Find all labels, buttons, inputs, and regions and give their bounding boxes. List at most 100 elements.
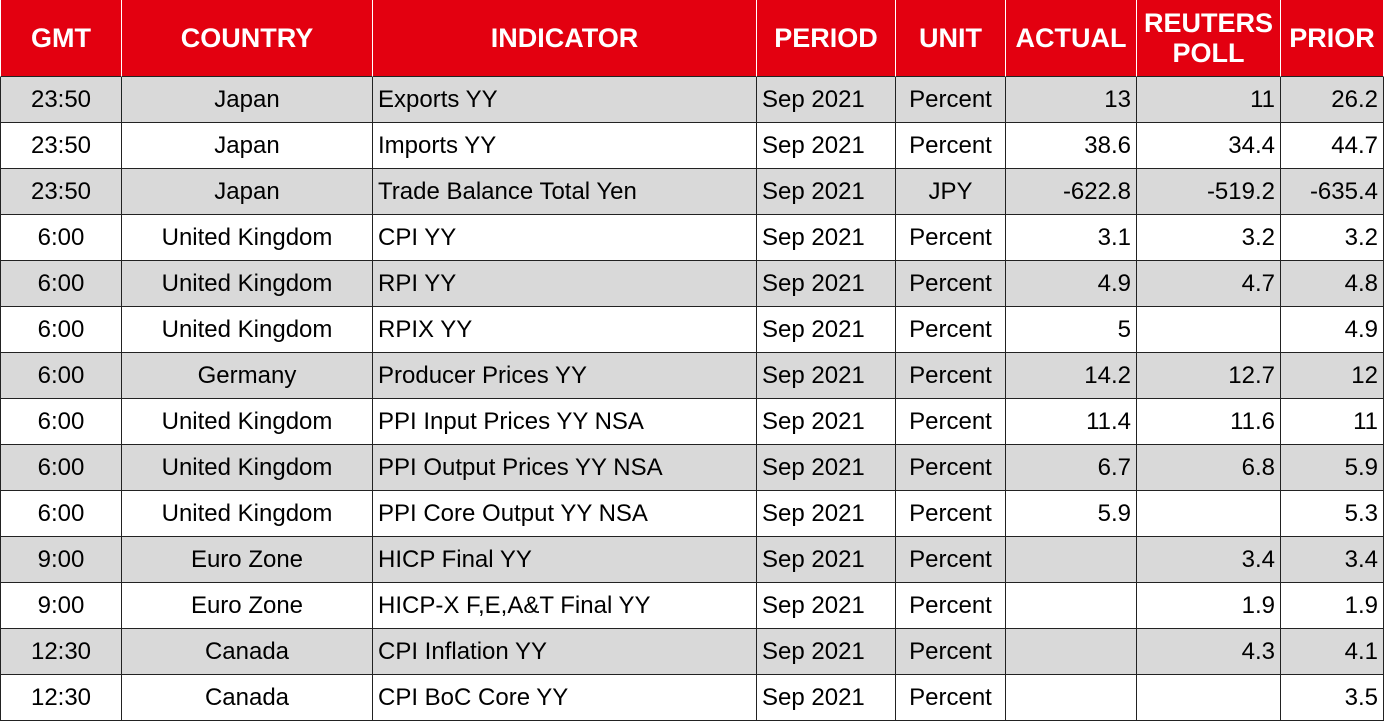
table-cell: Sep 2021 [757, 169, 896, 215]
table-cell: 6:00 [0, 491, 122, 537]
table-cell: HICP Final YY [373, 537, 757, 583]
column-header: ACTUAL [1006, 0, 1137, 77]
table-cell: 23:50 [0, 77, 122, 123]
table-cell: 12:30 [0, 675, 122, 721]
table-cell: 6.8 [1137, 445, 1281, 491]
table-cell: United Kingdom [122, 307, 373, 353]
table-cell: Exports YY [373, 77, 757, 123]
table-cell: Sep 2021 [757, 77, 896, 123]
table-cell: 3.4 [1281, 537, 1384, 583]
column-header: COUNTRY [122, 0, 373, 77]
table-cell: -519.2 [1137, 169, 1281, 215]
table-cell: 9:00 [0, 583, 122, 629]
table-cell: 12:30 [0, 629, 122, 675]
table-cell: 34.4 [1137, 123, 1281, 169]
table-cell: Sep 2021 [757, 629, 896, 675]
table-cell: Percent [896, 537, 1006, 583]
table-cell: 6:00 [0, 353, 122, 399]
table-cell: Trade Balance Total Yen [373, 169, 757, 215]
table-cell: 26.2 [1281, 77, 1384, 123]
table-cell: Percent [896, 353, 1006, 399]
table-cell: 6:00 [0, 261, 122, 307]
table-cell: 23:50 [0, 169, 122, 215]
table-cell: 5 [1006, 307, 1137, 353]
table-cell: Sep 2021 [757, 491, 896, 537]
table-cell: PPI Core Output YY NSA [373, 491, 757, 537]
table-cell: United Kingdom [122, 399, 373, 445]
table-cell: 11.6 [1137, 399, 1281, 445]
table-cell: Imports YY [373, 123, 757, 169]
table-cell: Percent [896, 261, 1006, 307]
table-cell: 14.2 [1006, 353, 1137, 399]
table-cell [1137, 307, 1281, 353]
table-cell: 3.1 [1006, 215, 1137, 261]
table-cell: 4.8 [1281, 261, 1384, 307]
table-cell: 11 [1137, 77, 1281, 123]
table-cell: 4.9 [1281, 307, 1384, 353]
table-cell: -635.4 [1281, 169, 1384, 215]
table-cell: 3.4 [1137, 537, 1281, 583]
table-cell: Sep 2021 [757, 353, 896, 399]
table-cell: Euro Zone [122, 537, 373, 583]
column-header: UNIT [896, 0, 1006, 77]
table-cell: 11 [1281, 399, 1384, 445]
table-cell: RPIX YY [373, 307, 757, 353]
table-cell: Sep 2021 [757, 675, 896, 721]
table-cell: 6.7 [1006, 445, 1137, 491]
table-cell: 6:00 [0, 399, 122, 445]
table-cell [1137, 491, 1281, 537]
table-cell [1006, 537, 1137, 583]
table-cell: Japan [122, 123, 373, 169]
table-cell: HICP-X F,E,A&T Final YY [373, 583, 757, 629]
table-cell: Percent [896, 675, 1006, 721]
table-cell: Percent [896, 215, 1006, 261]
table-cell: United Kingdom [122, 491, 373, 537]
table-cell: United Kingdom [122, 215, 373, 261]
table-cell: 12 [1281, 353, 1384, 399]
table-cell: 5.9 [1006, 491, 1137, 537]
table-cell: JPY [896, 169, 1006, 215]
table-cell [1006, 629, 1137, 675]
table-cell: 4.7 [1137, 261, 1281, 307]
column-header: PERIOD [757, 0, 896, 77]
table-cell: Germany [122, 353, 373, 399]
table-cell: 11.4 [1006, 399, 1137, 445]
table-cell: 4.1 [1281, 629, 1384, 675]
table-cell: Percent [896, 123, 1006, 169]
table-cell: 38.6 [1006, 123, 1137, 169]
table-cell: CPI YY [373, 215, 757, 261]
table-cell: 1.9 [1137, 583, 1281, 629]
table-cell: Sep 2021 [757, 399, 896, 445]
table-cell: 3.5 [1281, 675, 1384, 721]
table-cell: Euro Zone [122, 583, 373, 629]
table-cell: United Kingdom [122, 261, 373, 307]
table-cell: Percent [896, 583, 1006, 629]
table-cell: 1.9 [1281, 583, 1384, 629]
table-cell: 6:00 [0, 445, 122, 491]
table-cell: Percent [896, 445, 1006, 491]
column-header: REUTERS POLL [1137, 0, 1281, 77]
table-cell: Sep 2021 [757, 537, 896, 583]
table-cell: Canada [122, 629, 373, 675]
table-cell: 3.2 [1281, 215, 1384, 261]
table-cell: 4.9 [1006, 261, 1137, 307]
table-cell: 23:50 [0, 123, 122, 169]
table-cell: 12.7 [1137, 353, 1281, 399]
column-header: GMT [0, 0, 122, 77]
table-cell: 5.9 [1281, 445, 1384, 491]
table-cell: Japan [122, 169, 373, 215]
table-cell [1006, 675, 1137, 721]
table-cell: 3.2 [1137, 215, 1281, 261]
table-cell: Sep 2021 [757, 261, 896, 307]
table-cell: Sep 2021 [757, 583, 896, 629]
table-cell: 5.3 [1281, 491, 1384, 537]
table-cell: CPI BoC Core YY [373, 675, 757, 721]
column-header: PRIOR [1281, 0, 1384, 77]
table-cell: -622.8 [1006, 169, 1137, 215]
table-cell: Percent [896, 77, 1006, 123]
table-cell: United Kingdom [122, 445, 373, 491]
column-header: INDICATOR [373, 0, 757, 77]
table-cell: 6:00 [0, 215, 122, 261]
table-cell [1137, 675, 1281, 721]
